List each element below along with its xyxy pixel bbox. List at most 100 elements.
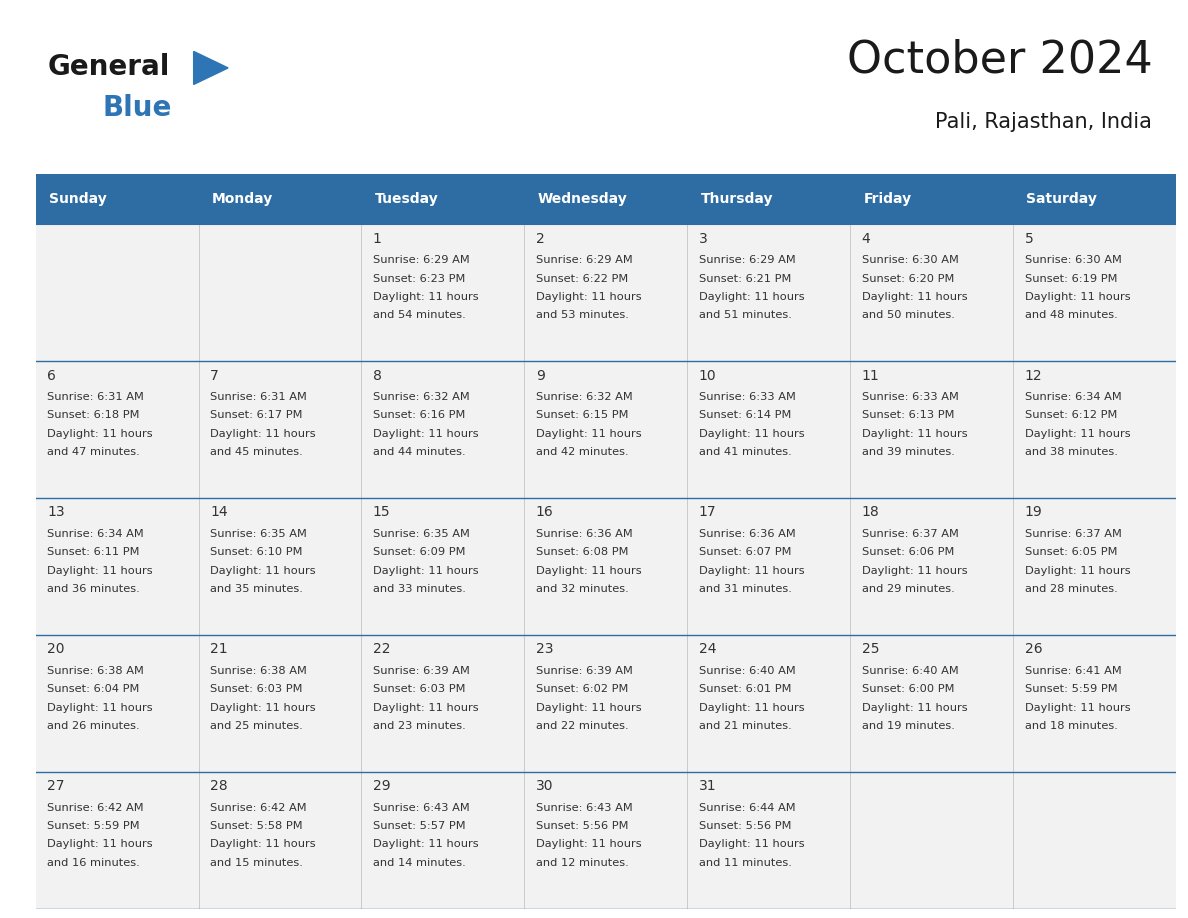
Text: Sunset: 6:08 PM: Sunset: 6:08 PM bbox=[536, 547, 628, 557]
Bar bbox=[688, 498, 851, 635]
Text: Sunrise: 6:30 AM: Sunrise: 6:30 AM bbox=[861, 255, 959, 265]
Text: Sunset: 6:07 PM: Sunset: 6:07 PM bbox=[699, 547, 791, 557]
Text: Daylight: 11 hours: Daylight: 11 hours bbox=[373, 702, 479, 712]
Text: Pali, Rajasthan, India: Pali, Rajasthan, India bbox=[935, 112, 1152, 131]
Text: Daylight: 11 hours: Daylight: 11 hours bbox=[699, 839, 804, 849]
Text: Sunset: 6:13 PM: Sunset: 6:13 PM bbox=[861, 410, 954, 420]
Text: and 23 minutes.: and 23 minutes. bbox=[373, 721, 466, 731]
Text: Sunset: 6:17 PM: Sunset: 6:17 PM bbox=[210, 410, 303, 420]
Text: Daylight: 11 hours: Daylight: 11 hours bbox=[210, 565, 316, 576]
Text: Friday: Friday bbox=[864, 193, 911, 207]
Bar bbox=[198, 224, 361, 362]
Text: 19: 19 bbox=[1024, 506, 1042, 520]
Bar bbox=[1013, 498, 1176, 635]
Text: Sunrise: 6:32 AM: Sunrise: 6:32 AM bbox=[536, 392, 632, 402]
Text: Sunset: 6:12 PM: Sunset: 6:12 PM bbox=[1024, 410, 1117, 420]
Text: Thursday: Thursday bbox=[701, 193, 773, 207]
Text: and 16 minutes.: and 16 minutes. bbox=[48, 857, 140, 868]
Bar bbox=[1013, 635, 1176, 772]
Text: Sunset: 6:15 PM: Sunset: 6:15 PM bbox=[536, 410, 628, 420]
Text: Sunset: 6:03 PM: Sunset: 6:03 PM bbox=[210, 684, 303, 694]
Text: and 19 minutes.: and 19 minutes. bbox=[861, 721, 954, 731]
Text: Sunset: 6:10 PM: Sunset: 6:10 PM bbox=[210, 547, 303, 557]
Text: Monday: Monday bbox=[211, 193, 273, 207]
Text: Sunset: 6:22 PM: Sunset: 6:22 PM bbox=[536, 274, 628, 284]
Text: and 32 minutes.: and 32 minutes. bbox=[536, 584, 628, 594]
Text: 7: 7 bbox=[210, 369, 219, 383]
Bar bbox=[851, 498, 1013, 635]
Bar bbox=[361, 772, 524, 909]
Text: Sunrise: 6:30 AM: Sunrise: 6:30 AM bbox=[1024, 255, 1121, 265]
Text: Daylight: 11 hours: Daylight: 11 hours bbox=[536, 839, 642, 849]
Text: and 53 minutes.: and 53 minutes. bbox=[536, 310, 628, 320]
Text: Sunrise: 6:43 AM: Sunrise: 6:43 AM bbox=[536, 802, 632, 812]
Text: Sunrise: 6:32 AM: Sunrise: 6:32 AM bbox=[373, 392, 469, 402]
Bar bbox=[198, 174, 361, 224]
Text: Sunset: 5:59 PM: Sunset: 5:59 PM bbox=[1024, 684, 1117, 694]
Bar bbox=[524, 635, 688, 772]
Text: Sunset: 6:21 PM: Sunset: 6:21 PM bbox=[699, 274, 791, 284]
Text: and 44 minutes.: and 44 minutes. bbox=[373, 447, 466, 457]
Text: Sunrise: 6:33 AM: Sunrise: 6:33 AM bbox=[699, 392, 796, 402]
Text: Daylight: 11 hours: Daylight: 11 hours bbox=[536, 292, 642, 302]
Bar bbox=[361, 498, 524, 635]
Text: Sunrise: 6:42 AM: Sunrise: 6:42 AM bbox=[48, 802, 144, 812]
Text: Daylight: 11 hours: Daylight: 11 hours bbox=[699, 429, 804, 439]
Text: Sunset: 5:59 PM: Sunset: 5:59 PM bbox=[48, 821, 140, 831]
Text: and 28 minutes.: and 28 minutes. bbox=[1024, 584, 1118, 594]
Bar bbox=[688, 362, 851, 498]
Text: and 12 minutes.: and 12 minutes. bbox=[536, 857, 628, 868]
Text: Sunset: 5:56 PM: Sunset: 5:56 PM bbox=[536, 821, 628, 831]
Bar bbox=[198, 498, 361, 635]
Text: 8: 8 bbox=[373, 369, 381, 383]
Bar bbox=[851, 362, 1013, 498]
Text: 4: 4 bbox=[861, 231, 871, 246]
Bar bbox=[1013, 224, 1176, 362]
Text: 18: 18 bbox=[861, 506, 879, 520]
Text: Sunset: 6:11 PM: Sunset: 6:11 PM bbox=[48, 547, 139, 557]
Text: Daylight: 11 hours: Daylight: 11 hours bbox=[48, 702, 153, 712]
Text: and 14 minutes.: and 14 minutes. bbox=[373, 857, 466, 868]
Text: and 36 minutes.: and 36 minutes. bbox=[48, 584, 140, 594]
Text: Sunrise: 6:33 AM: Sunrise: 6:33 AM bbox=[861, 392, 959, 402]
Text: 23: 23 bbox=[536, 643, 554, 656]
Text: Saturday: Saturday bbox=[1026, 193, 1097, 207]
Text: 27: 27 bbox=[48, 779, 64, 793]
Text: Daylight: 11 hours: Daylight: 11 hours bbox=[861, 292, 967, 302]
Text: Sunrise: 6:31 AM: Sunrise: 6:31 AM bbox=[210, 392, 307, 402]
Text: Daylight: 11 hours: Daylight: 11 hours bbox=[699, 565, 804, 576]
Text: and 25 minutes.: and 25 minutes. bbox=[210, 721, 303, 731]
Bar bbox=[36, 174, 198, 224]
Text: Sunset: 6:05 PM: Sunset: 6:05 PM bbox=[1024, 547, 1117, 557]
Text: 25: 25 bbox=[861, 643, 879, 656]
Bar bbox=[688, 174, 851, 224]
Text: Daylight: 11 hours: Daylight: 11 hours bbox=[373, 839, 479, 849]
Text: and 48 minutes.: and 48 minutes. bbox=[1024, 310, 1118, 320]
Text: 11: 11 bbox=[861, 369, 879, 383]
Text: and 26 minutes.: and 26 minutes. bbox=[48, 721, 140, 731]
Text: Sunset: 6:23 PM: Sunset: 6:23 PM bbox=[373, 274, 466, 284]
Text: Sunrise: 6:37 AM: Sunrise: 6:37 AM bbox=[1024, 529, 1121, 539]
Text: Sunrise: 6:40 AM: Sunrise: 6:40 AM bbox=[699, 666, 796, 676]
Text: and 33 minutes.: and 33 minutes. bbox=[373, 584, 466, 594]
Text: Sunrise: 6:39 AM: Sunrise: 6:39 AM bbox=[373, 666, 469, 676]
Text: Sunset: 5:57 PM: Sunset: 5:57 PM bbox=[373, 821, 466, 831]
Bar bbox=[1013, 174, 1176, 224]
Text: 24: 24 bbox=[699, 643, 716, 656]
Text: Daylight: 11 hours: Daylight: 11 hours bbox=[373, 429, 479, 439]
Bar bbox=[524, 772, 688, 909]
Text: 9: 9 bbox=[536, 369, 544, 383]
Text: 15: 15 bbox=[373, 506, 391, 520]
Bar bbox=[36, 224, 198, 362]
Bar bbox=[361, 174, 524, 224]
Bar bbox=[851, 174, 1013, 224]
Text: Daylight: 11 hours: Daylight: 11 hours bbox=[861, 565, 967, 576]
Text: 26: 26 bbox=[1024, 643, 1042, 656]
Text: Daylight: 11 hours: Daylight: 11 hours bbox=[1024, 429, 1130, 439]
Text: Daylight: 11 hours: Daylight: 11 hours bbox=[861, 429, 967, 439]
Text: Sunset: 6:02 PM: Sunset: 6:02 PM bbox=[536, 684, 628, 694]
Text: Sunrise: 6:31 AM: Sunrise: 6:31 AM bbox=[48, 392, 144, 402]
Text: Sunrise: 6:34 AM: Sunrise: 6:34 AM bbox=[1024, 392, 1121, 402]
Bar bbox=[688, 224, 851, 362]
Text: and 45 minutes.: and 45 minutes. bbox=[210, 447, 303, 457]
